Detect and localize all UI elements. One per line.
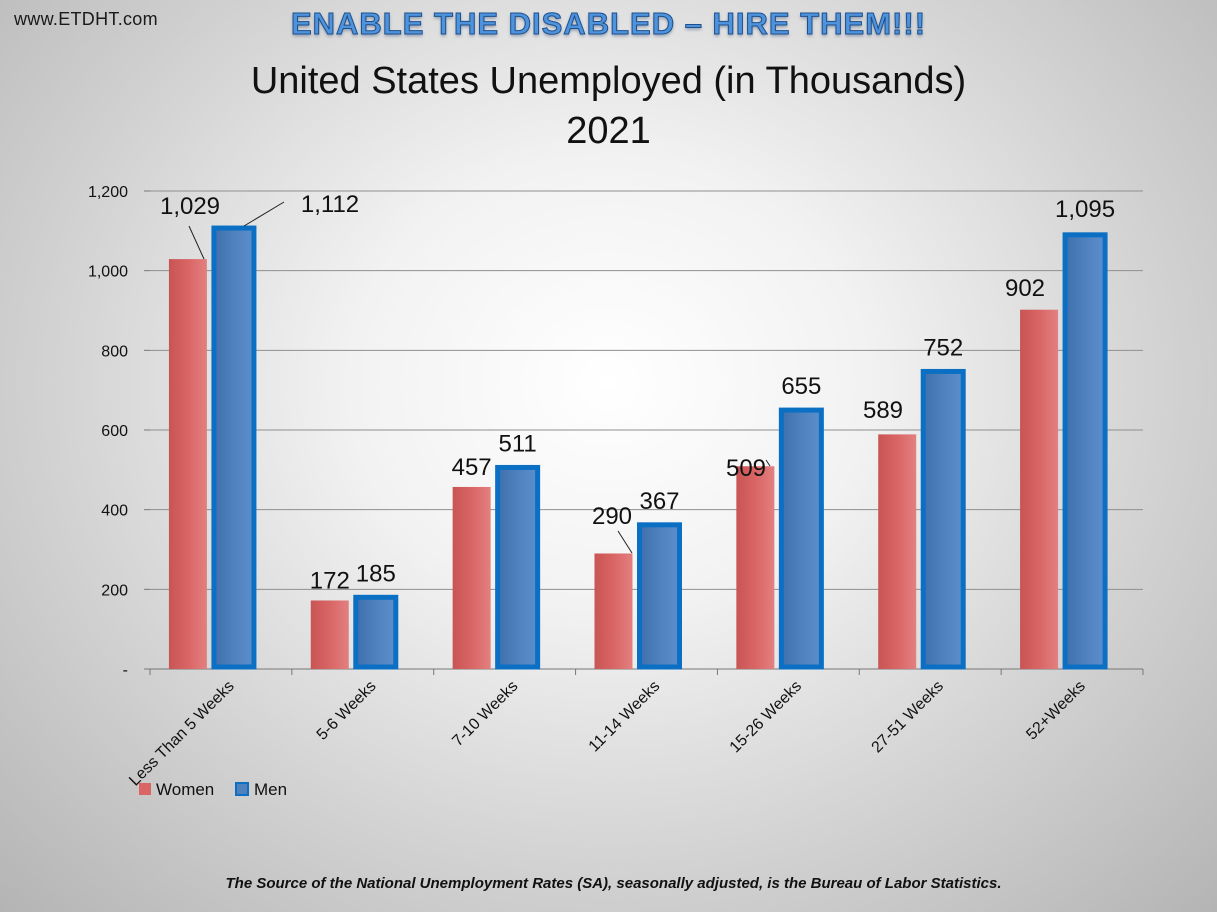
y-tick-label: 200 (101, 582, 128, 599)
data-label-men: 655 (781, 373, 821, 400)
data-label-women: 589 (863, 397, 903, 424)
banner-slogan: ENABLE THE DISABLED – HIRE THEM!!! (290, 6, 927, 42)
x-category-label: 11-14 Weeks (586, 678, 664, 756)
chart-subtitle: 2021 (566, 110, 651, 152)
bar-men (920, 368, 966, 670)
y-tick-label: 600 (101, 423, 128, 440)
data-label-women: 902 (1005, 275, 1045, 302)
y-tick-label: 400 (101, 503, 128, 520)
bar-women (310, 600, 349, 669)
bar-women (1020, 309, 1059, 669)
data-label-women: 290 (592, 503, 632, 530)
bar-women (736, 466, 775, 669)
source-note: The Source of the National Unemployment … (225, 875, 1002, 892)
leader-line (617, 530, 633, 554)
y-tick-label: 1,200 (88, 184, 128, 201)
data-label-men: 367 (639, 488, 679, 515)
bar-men (211, 225, 257, 670)
legend-swatch-women (139, 783, 151, 795)
x-category-label: 7-10 Weeks (449, 678, 521, 750)
bar-men (1062, 232, 1108, 670)
data-label-men: 1,112 (301, 191, 359, 218)
x-category-label: 5-6 Weeks (314, 678, 380, 744)
legend-label-men: Men (254, 780, 287, 799)
data-label-women: 1,029 (160, 193, 220, 220)
data-label-women: 172 (310, 567, 350, 594)
data-label-men: 511 (499, 430, 537, 457)
x-category-label: 15-26 Weeks (727, 678, 805, 756)
chart-title-block: United States Unemployed (in Thousands) … (0, 56, 1217, 156)
y-tick-label: - (123, 662, 128, 679)
data-label-men: 752 (923, 334, 963, 361)
data-label-men: 185 (356, 560, 396, 587)
bar-women (878, 434, 917, 669)
legend-swatch-men (235, 782, 249, 796)
legend-label-women: Women (156, 780, 214, 799)
bar-men (495, 464, 541, 670)
leader-line (188, 225, 205, 260)
bar-chart: - 200 400 600 800 1,000 1,200 1,029 1,112 172 185 4… (88, 184, 1144, 799)
site-url: www.ETDHT.com (14, 9, 158, 29)
leader-line (765, 459, 771, 467)
x-category-label: 27-51 Weeks (869, 678, 947, 756)
bar-men (778, 407, 824, 670)
data-label-women: 509 (726, 455, 766, 482)
bar-men (353, 594, 399, 670)
x-category-label: Less Than 5 Weeks (126, 678, 238, 790)
y-tick-label: 800 (101, 343, 128, 360)
bar-men (637, 522, 682, 670)
leader-line (243, 201, 285, 227)
bar-women (452, 486, 491, 669)
bar-women (168, 259, 207, 669)
y-tick-label: 1,000 (88, 264, 128, 281)
data-label-men: 1,095 (1055, 196, 1115, 223)
x-category-label: 52+Weeks (1023, 678, 1089, 744)
data-label-women: 457 (452, 454, 492, 481)
bar-women (594, 553, 633, 669)
chart-title: United States Unemployed (in Thousands) (250, 60, 967, 102)
